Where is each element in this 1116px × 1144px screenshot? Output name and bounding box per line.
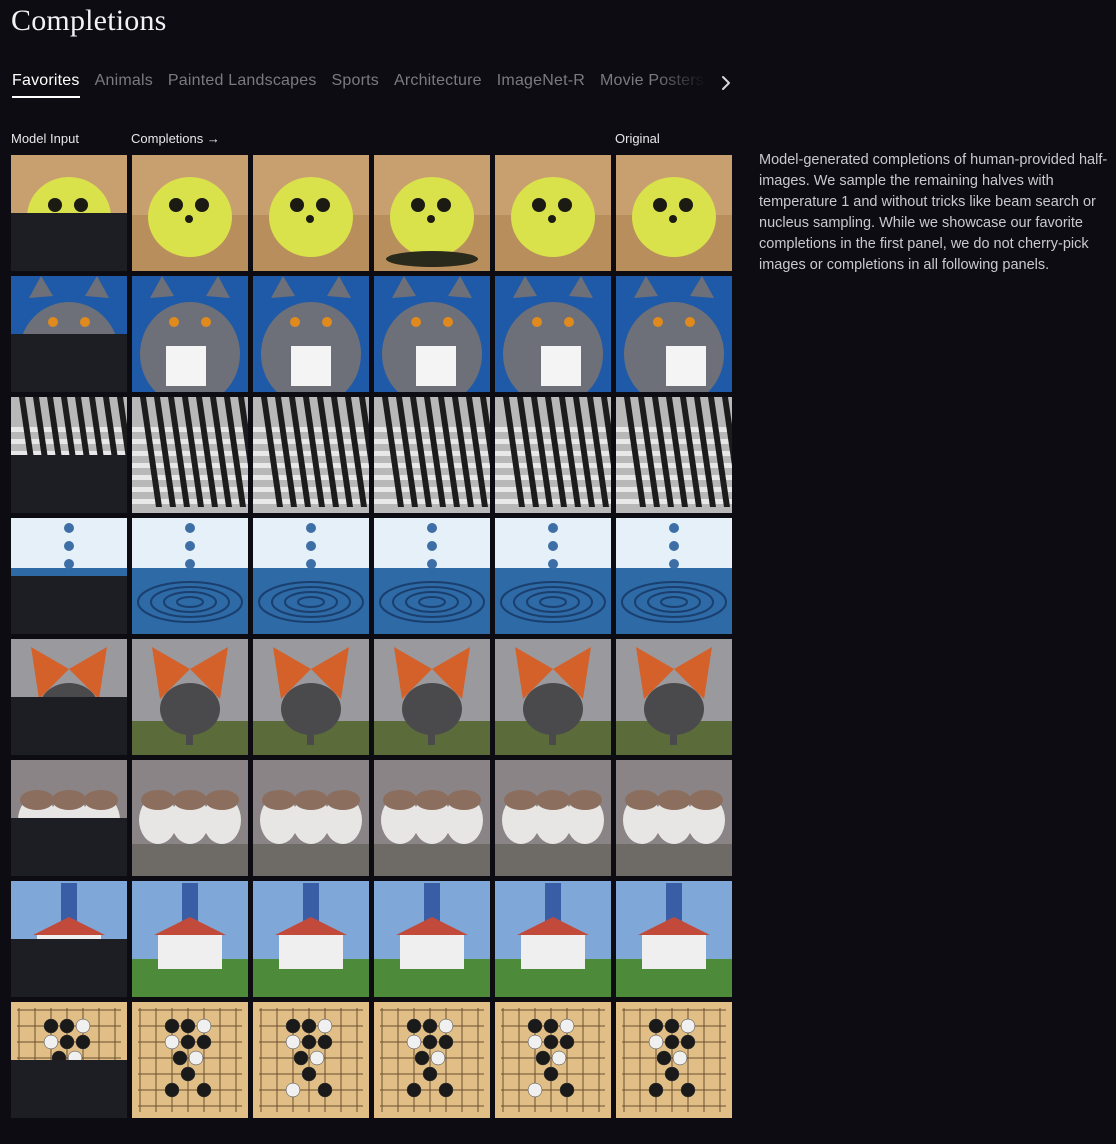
shadows-completion-4-image [495, 397, 611, 513]
masked-half [11, 455, 127, 513]
model-input-label: Model Input [11, 131, 79, 146]
shadows-original-image [616, 397, 732, 513]
lighthouse-completion-1-image [132, 881, 248, 997]
birds-completion-1-image [132, 760, 248, 876]
cat-original-image [616, 276, 732, 392]
masked-half [11, 213, 127, 271]
lighthouse-completion-4-image [495, 881, 611, 997]
lighthouse-original-image [616, 881, 732, 997]
shadows-completion-2-image [253, 397, 369, 513]
tab-favorites[interactable]: Favorites [12, 72, 80, 98]
seal-completion-3-image [374, 155, 490, 271]
tab-imagenet-r[interactable]: ImageNet-R [496, 72, 586, 89]
water-drop-input-image [11, 518, 127, 634]
description-text: Model-generated completions of human-pro… [759, 152, 1108, 273]
birds-completion-4-image [495, 760, 611, 876]
birds-input-image [11, 760, 127, 876]
chevron-right-icon[interactable] [716, 73, 736, 93]
arrow-right-icon: → [206, 131, 220, 146]
go-board-original-image [616, 1002, 732, 1118]
category-tabs: Favorites Animals Painted Landscapes Spo… [12, 72, 734, 102]
masked-half [11, 576, 127, 634]
cat-completion-3-image [374, 276, 490, 392]
masked-half [11, 334, 127, 392]
shadows-completion-3-image [374, 397, 490, 513]
go-board-completion-2-image [253, 1002, 369, 1118]
seal-completion-2-image [253, 155, 369, 271]
water-drop-completion-2-image [253, 518, 369, 634]
tab-architecture[interactable]: Architecture [393, 72, 482, 89]
water-drop-completion-3-image [374, 518, 490, 634]
lighthouse-input-image [11, 881, 127, 997]
seal-completion-1-image [132, 155, 248, 271]
cat-completion-1-image [132, 276, 248, 392]
butterfly-elephant-completion-1-image [132, 639, 248, 755]
shadows-completion-1-image [132, 397, 248, 513]
page-title: Completions [11, 4, 167, 37]
lighthouse-completion-2-image [253, 881, 369, 997]
birds-completion-2-image [253, 760, 369, 876]
shadows-input-image [11, 397, 127, 513]
tab-animals[interactable]: Animals [94, 72, 153, 89]
original-label: Original [615, 131, 660, 146]
go-board-completion-1-image [132, 1002, 248, 1118]
completions-label: Completions → [131, 131, 220, 146]
lighthouse-completion-3-image [374, 881, 490, 997]
birds-completion-3-image [374, 760, 490, 876]
butterfly-elephant-completion-3-image [374, 639, 490, 755]
completions-label-text: Completions [131, 131, 204, 146]
go-board-completion-4-image [495, 1002, 611, 1118]
tab-painted-landscapes[interactable]: Painted Landscapes [167, 72, 317, 89]
tabs-fade-overlay [655, 72, 715, 96]
go-board-completion-3-image [374, 1002, 490, 1118]
water-drop-completion-1-image [132, 518, 248, 634]
masked-half [11, 697, 127, 755]
go-board-input-image [11, 1002, 127, 1118]
tab-sports[interactable]: Sports [331, 72, 379, 89]
seal-completion-4-image [495, 155, 611, 271]
cat-completion-4-image [495, 276, 611, 392]
masked-half [11, 818, 127, 876]
birds-original-image [616, 760, 732, 876]
butterfly-elephant-completion-2-image [253, 639, 369, 755]
cat-completion-2-image [253, 276, 369, 392]
butterfly-elephant-input-image [11, 639, 127, 755]
cat-input-image [11, 276, 127, 392]
masked-half [11, 939, 127, 997]
water-drop-original-image [616, 518, 732, 634]
seal-original-image [616, 155, 732, 271]
masked-half [11, 1060, 127, 1118]
seal-input-image [11, 155, 127, 271]
butterfly-elephant-original-image [616, 639, 732, 755]
water-drop-completion-4-image [495, 518, 611, 634]
butterfly-elephant-completion-4-image [495, 639, 611, 755]
